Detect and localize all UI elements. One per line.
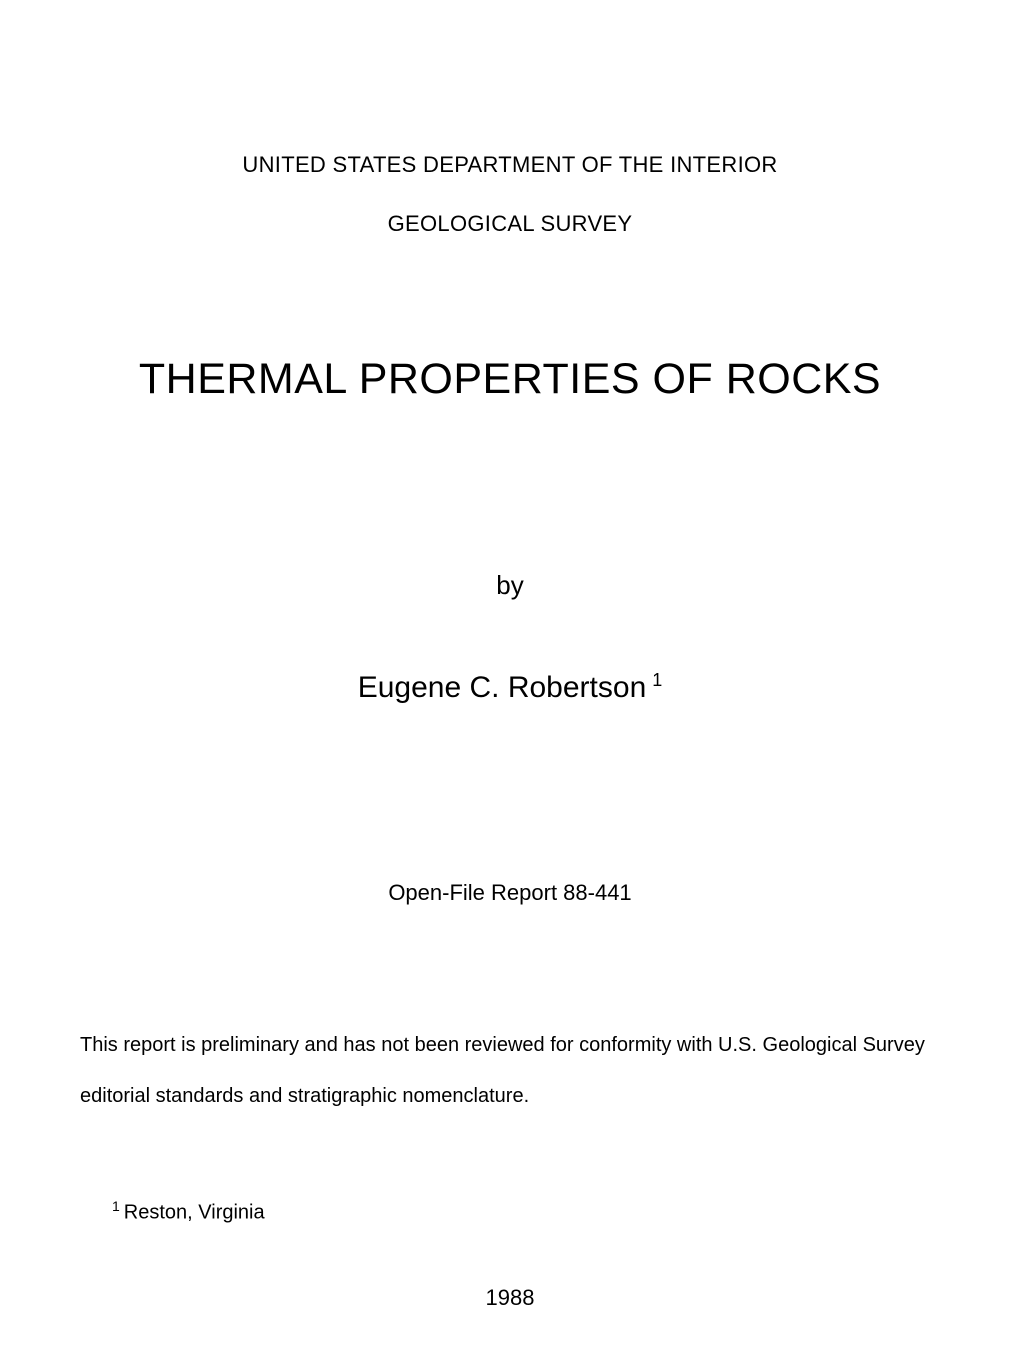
survey-line: GEOLOGICAL SURVEY bbox=[0, 211, 1020, 237]
title-page: UNITED STATES DEPARTMENT OF THE INTERIOR… bbox=[0, 0, 1020, 1365]
footnote-text: Reston, Virginia bbox=[124, 1202, 265, 1224]
report-id: Open-File Report 88-441 bbox=[0, 880, 1020, 906]
disclaimer-text: This report is preliminary and has not b… bbox=[80, 1020, 940, 1122]
footnote: 1Reston, Virginia bbox=[112, 1198, 265, 1225]
byline: by bbox=[0, 570, 1020, 601]
author-footnote-mark: 1 bbox=[652, 670, 662, 690]
footnote-mark: 1 bbox=[112, 1198, 120, 1214]
author-name: Eugene C. Robertson bbox=[358, 671, 647, 704]
document-title: THERMAL PROPERTIES OF ROCKS bbox=[0, 355, 1020, 404]
publication-year: 1988 bbox=[0, 1285, 1020, 1311]
author-block: Eugene C. Robertson1 bbox=[0, 670, 1020, 705]
department-line: UNITED STATES DEPARTMENT OF THE INTERIOR bbox=[0, 152, 1020, 178]
